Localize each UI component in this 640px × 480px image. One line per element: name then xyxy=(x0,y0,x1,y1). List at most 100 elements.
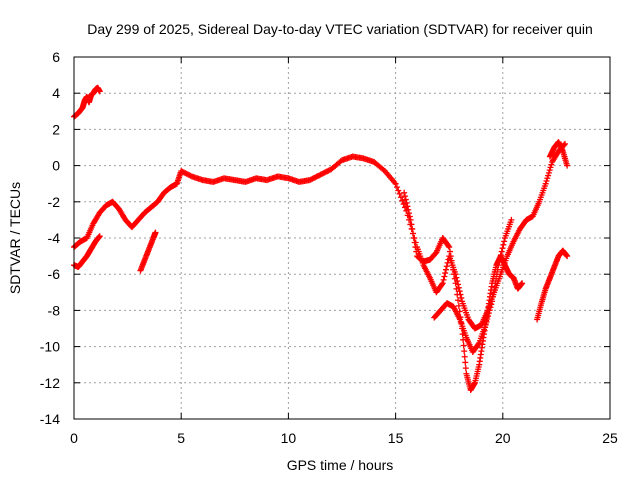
data-point xyxy=(410,230,417,237)
data-point xyxy=(450,266,457,273)
data-point xyxy=(393,184,400,191)
data-point xyxy=(455,297,462,304)
data-point xyxy=(487,304,494,311)
data-point xyxy=(545,169,552,176)
data-point xyxy=(548,161,555,168)
data-point xyxy=(406,210,412,217)
y-tick-label: 2 xyxy=(52,121,60,137)
data-point xyxy=(508,216,515,223)
data-point xyxy=(452,280,459,287)
data-point xyxy=(404,203,411,210)
data-point xyxy=(152,229,159,236)
series-main-track xyxy=(71,140,568,332)
data-point xyxy=(495,262,502,269)
data-point xyxy=(499,245,506,252)
data-point xyxy=(496,258,503,265)
y-tick-label: -10 xyxy=(40,339,60,355)
data-point xyxy=(485,310,492,317)
grid xyxy=(74,57,610,419)
data-point xyxy=(413,248,420,255)
data-point xyxy=(483,318,490,325)
data-point xyxy=(397,194,404,201)
axis-ticks xyxy=(73,56,611,420)
y-tick-label: -12 xyxy=(40,375,60,391)
data-point xyxy=(447,253,454,260)
data-point xyxy=(409,225,416,232)
data-point xyxy=(489,298,496,305)
data-point xyxy=(405,206,412,213)
data-point xyxy=(446,244,453,251)
series-mid-cluster xyxy=(431,216,515,356)
data-point xyxy=(490,289,497,296)
data-point xyxy=(542,180,549,187)
data-point xyxy=(96,233,103,240)
data-point xyxy=(544,175,551,182)
data-point xyxy=(493,271,500,278)
data-point xyxy=(438,281,445,288)
data-point xyxy=(454,291,461,298)
data-point xyxy=(380,166,387,173)
data-point xyxy=(462,365,469,372)
x-tick-labels: 0 5 10 15 20 25 xyxy=(70,430,618,446)
data-point xyxy=(493,275,500,282)
y-tick-label: -8 xyxy=(48,302,61,318)
x-tick-label: 20 xyxy=(495,430,511,446)
data-point xyxy=(403,199,410,206)
data-point xyxy=(396,190,403,197)
x-tick-label: 25 xyxy=(602,430,618,446)
data-point xyxy=(407,216,414,223)
data-point xyxy=(400,201,407,208)
series-early-high xyxy=(71,84,103,120)
data-point xyxy=(486,307,493,314)
data-point xyxy=(442,270,449,277)
data-point xyxy=(445,242,452,249)
data-point xyxy=(448,257,455,264)
data-point xyxy=(491,284,498,291)
data-point xyxy=(498,248,505,255)
data-point xyxy=(497,251,504,258)
data-point xyxy=(547,164,554,171)
data-points xyxy=(71,84,571,394)
data-point xyxy=(500,241,507,248)
series-late-high xyxy=(546,139,571,169)
data-point xyxy=(402,196,409,203)
data-point xyxy=(412,244,419,251)
data-point xyxy=(501,238,508,245)
data-point xyxy=(485,313,492,320)
data-point xyxy=(461,348,468,355)
x-tick-label: 15 xyxy=(388,430,404,446)
y-tick-label: 6 xyxy=(52,49,60,65)
y-tick-label: -4 xyxy=(48,230,61,246)
data-point xyxy=(494,266,501,273)
data-point xyxy=(546,167,553,174)
chart-title: Day 299 of 2025, Sidereal Day-to-day VTE… xyxy=(87,21,593,37)
data-point xyxy=(392,180,399,187)
y-axis-label: SDTVAR / TECUs xyxy=(7,182,23,294)
y-tick-label: 0 xyxy=(52,158,60,174)
data-point xyxy=(545,172,552,179)
y-tick-label: -2 xyxy=(48,194,61,210)
data-point xyxy=(492,280,499,287)
data-point xyxy=(401,193,408,200)
data-point xyxy=(455,302,462,309)
data-point xyxy=(458,294,465,301)
y-tick-label: 4 xyxy=(52,85,60,101)
y-tick-labels: -14 -12 -10 -8 -6 -4 -2 0 2 4 6 xyxy=(40,49,60,427)
data-point xyxy=(484,315,491,322)
data-point xyxy=(401,189,408,196)
y-tick-label: -6 xyxy=(48,266,61,282)
data-point xyxy=(488,301,495,308)
data-point xyxy=(456,288,463,295)
data-point xyxy=(519,280,526,287)
data-point xyxy=(440,276,447,283)
data-point xyxy=(460,342,467,349)
x-tick-label: 10 xyxy=(281,430,297,446)
data-point xyxy=(443,263,450,270)
data-point xyxy=(411,239,418,246)
data-point xyxy=(543,177,550,184)
data-point xyxy=(410,235,417,241)
x-tick-label: 5 xyxy=(177,430,185,446)
data-point xyxy=(489,293,496,300)
